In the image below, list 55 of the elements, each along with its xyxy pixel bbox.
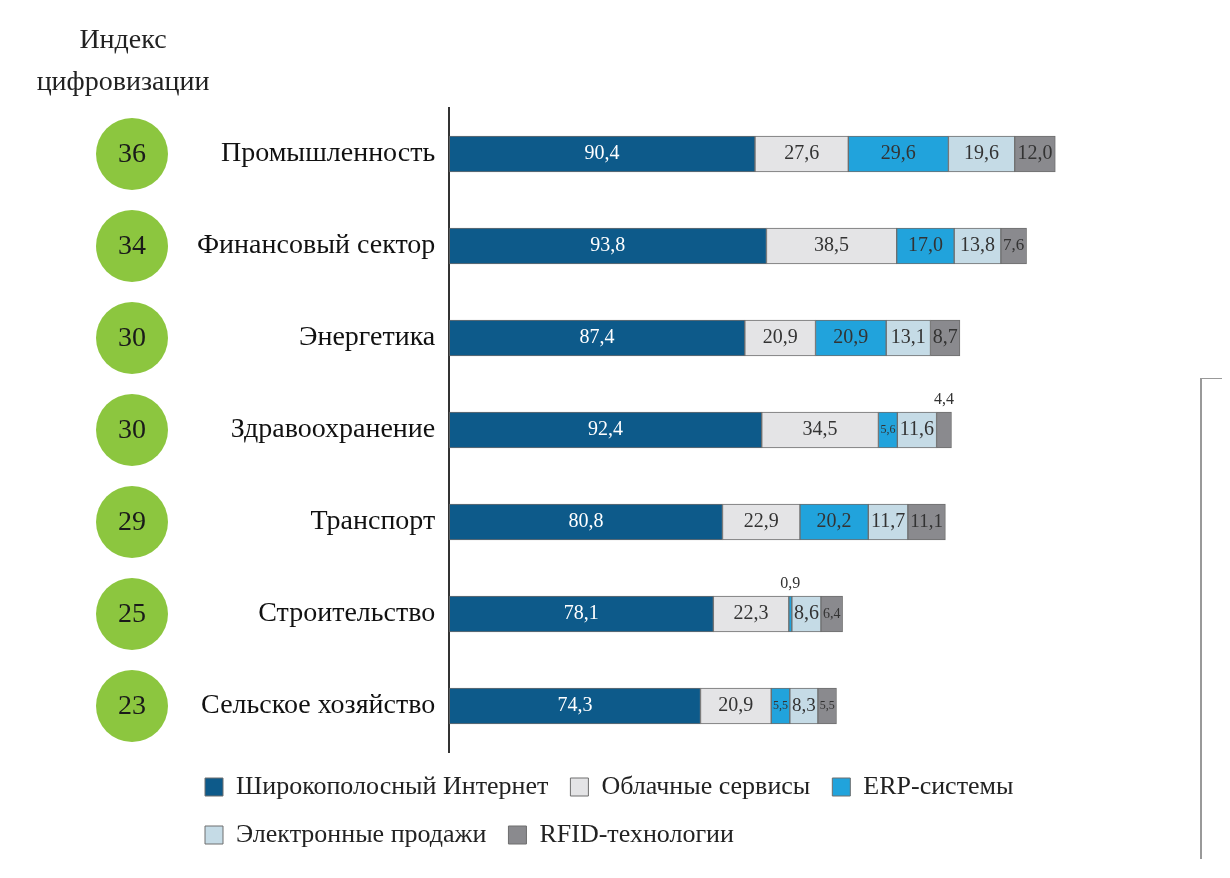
data-label: 20,2 — [816, 509, 852, 532]
data-label: 29,6 — [880, 141, 916, 164]
data-label: 27,6 — [784, 141, 820, 164]
data-label: 93,8 — [590, 233, 626, 256]
data-label: 38,5 — [814, 233, 850, 256]
data-label: 22,3 — [733, 601, 769, 624]
data-label: 12,0 — [1017, 141, 1053, 164]
data-label: 8,7 — [932, 325, 958, 348]
data-label: 4,4 — [934, 390, 955, 408]
data-label: 90,4 — [584, 141, 620, 164]
data-label: 20,9 — [833, 325, 869, 348]
data-label: 8,6 — [793, 601, 819, 624]
text: 23 — [118, 689, 146, 721]
y-tick-label: Энергетика — [298, 320, 436, 352]
data-label: 22,9 — [743, 509, 779, 532]
legend-label: Электронные продажи — [236, 818, 487, 848]
data-label: 11,1 — [910, 509, 943, 531]
text: 25 — [118, 597, 146, 629]
y-tick-label: Промышленность — [220, 136, 436, 168]
data-label: 80,8 — [568, 509, 604, 532]
text: 29 — [118, 505, 146, 537]
y-tick-label: Здравоохранение — [230, 412, 436, 444]
data-label: 13,1 — [890, 325, 926, 348]
data-label: 20,9 — [718, 693, 754, 716]
legend-label: ERP-системы — [863, 770, 1014, 800]
legend-label: Широкополосный Интернет — [236, 770, 549, 800]
data-label: 17,0 — [907, 233, 943, 256]
text: Индекс цифровизации — [36, 23, 210, 96]
text: 30 — [118, 321, 146, 353]
data-label: 5,5 — [819, 698, 835, 713]
text: 34 — [118, 229, 146, 261]
data-label: 78,1 — [563, 601, 599, 624]
data-label: 74,3 — [557, 693, 593, 716]
data-label: 5,5 — [773, 698, 789, 713]
data-label: 92,4 — [587, 417, 623, 440]
data-label: 19,6 — [964, 141, 1000, 164]
text: 36 — [118, 137, 146, 169]
y-tick-label: Финансовый сектор — [197, 228, 436, 260]
data-label: 5,6 — [880, 422, 896, 437]
data-label: 87,4 — [579, 325, 615, 348]
y-tick-label: Строительство — [258, 596, 436, 628]
y-tick-label: Сельское хозяйство — [201, 688, 436, 720]
text: 30 — [118, 413, 146, 445]
legend-label: RFID-технологии — [539, 818, 735, 848]
data-label: 11,6 — [899, 417, 935, 440]
data-label: 34,5 — [802, 417, 838, 440]
data-label: 20,9 — [762, 325, 798, 348]
legend-label: Облачные сервисы — [601, 770, 811, 800]
data-label: 13,8 — [960, 233, 996, 256]
data-label: 7,6 — [1003, 235, 1025, 255]
data-label: 8,3 — [791, 693, 816, 715]
y-tick-label: Транспорт — [310, 504, 436, 536]
data-label: 6,4 — [823, 605, 841, 621]
data-label: 0,9 — [780, 574, 801, 592]
data-label: 11,7 — [870, 509, 906, 532]
